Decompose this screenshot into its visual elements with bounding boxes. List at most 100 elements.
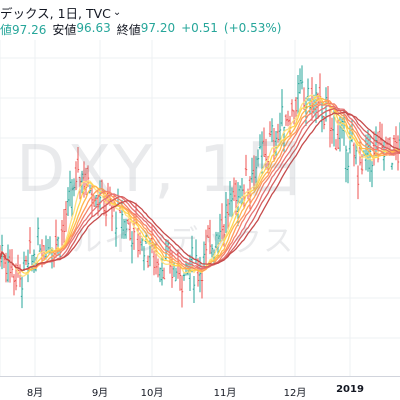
candle — [258, 134, 262, 150]
ma-ribbon-line — [0, 104, 400, 272]
candle — [352, 142, 356, 167]
candle — [264, 138, 268, 170]
candle — [124, 218, 128, 239]
candle — [62, 209, 66, 244]
candle — [262, 127, 266, 157]
candle — [346, 152, 350, 184]
candle — [32, 249, 36, 273]
candle — [220, 203, 224, 240]
candle — [254, 156, 258, 186]
candle — [226, 198, 230, 231]
candle — [268, 121, 272, 137]
candle — [28, 227, 32, 254]
candle — [130, 231, 134, 264]
candle — [26, 249, 30, 283]
x-tick-label: 10月 — [140, 388, 164, 399]
watermark-name: ルインデックス — [72, 224, 296, 259]
candle — [74, 161, 78, 191]
candle — [204, 229, 208, 264]
candle — [64, 201, 68, 232]
candle — [280, 89, 284, 127]
change-value: +0.51 — [181, 21, 218, 35]
candle — [16, 254, 20, 278]
candle — [2, 255, 6, 269]
candle — [218, 213, 222, 244]
candle — [162, 267, 166, 280]
candle — [180, 275, 184, 308]
candle — [196, 258, 200, 287]
candle — [22, 251, 26, 272]
watermark-symbol: DXY, 1日 — [16, 133, 308, 207]
candle — [286, 110, 290, 127]
close-value: 97.20 — [140, 21, 176, 35]
candle — [228, 180, 232, 217]
candle — [142, 246, 146, 271]
candle — [378, 121, 382, 146]
candle — [6, 244, 10, 283]
candle — [24, 255, 28, 266]
candle — [244, 154, 248, 176]
candle — [36, 217, 40, 246]
candle — [178, 266, 182, 291]
candle — [214, 231, 218, 249]
candle — [296, 74, 300, 116]
candle — [394, 126, 398, 161]
candle — [294, 97, 298, 120]
low-value: 96.63 — [76, 21, 111, 35]
symbol-header[interactable]: デックス, 1日, TVC ⌄ — [0, 4, 122, 21]
candle — [20, 276, 24, 309]
x-tick-label: 8月 — [26, 388, 44, 399]
candle — [66, 187, 70, 216]
x-tick-label: 11月 — [213, 388, 237, 399]
candle — [12, 274, 16, 296]
ma-ribbon-line — [0, 111, 400, 272]
candle — [314, 84, 318, 123]
candle — [256, 149, 260, 167]
candle — [274, 130, 278, 157]
candle — [44, 235, 48, 260]
close-label: 終値 — [116, 23, 141, 37]
candle — [250, 157, 254, 183]
candle — [334, 139, 338, 151]
candle — [260, 131, 264, 174]
candle — [174, 267, 178, 282]
candle — [298, 68, 302, 94]
symbol-title: デックス, 1日, TVC — [0, 5, 111, 21]
ma-ribbon-line — [0, 107, 400, 272]
high-value: 値97.26 — [0, 23, 47, 37]
candle — [68, 170, 72, 207]
candle — [80, 170, 84, 194]
candle — [224, 192, 228, 233]
candle — [70, 179, 74, 220]
candle — [8, 249, 12, 283]
candle — [210, 244, 214, 258]
candle — [156, 258, 160, 278]
candle — [128, 218, 132, 241]
candle — [122, 218, 126, 239]
candle — [300, 65, 304, 90]
candle — [38, 244, 42, 252]
candle — [76, 146, 80, 173]
candle — [146, 255, 150, 268]
candle — [56, 236, 60, 256]
candle — [390, 162, 394, 170]
chevron-down-icon[interactable]: ⌄ — [112, 6, 122, 18]
candle — [94, 195, 98, 208]
candle — [60, 220, 64, 248]
candle — [202, 241, 206, 268]
candle — [208, 219, 212, 255]
low-label: 安値 — [52, 23, 77, 37]
candle — [192, 276, 196, 303]
candle — [276, 123, 280, 143]
candle — [344, 145, 348, 183]
candle — [158, 267, 162, 283]
x-axis-line — [0, 376, 400, 377]
x-tick-label: 9月 — [91, 388, 109, 399]
candle — [356, 165, 360, 200]
candle — [354, 142, 358, 165]
candle — [72, 178, 76, 197]
candle — [270, 118, 274, 143]
candle — [206, 225, 210, 239]
candle — [232, 177, 236, 202]
